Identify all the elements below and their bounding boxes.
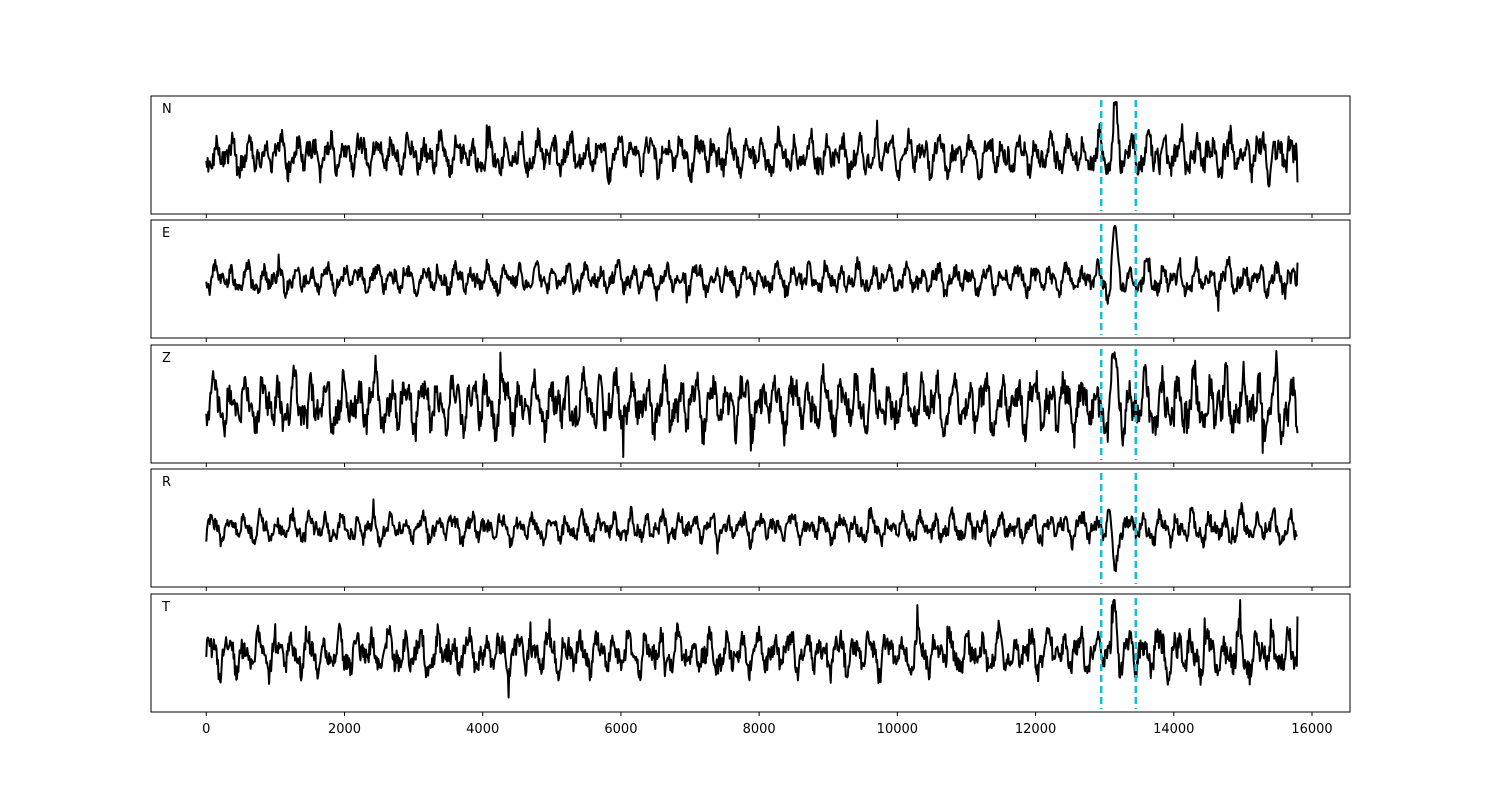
x-tick-label: 16000 (1291, 722, 1332, 737)
panel-label: R (162, 475, 171, 490)
panel-frame (150, 95, 1351, 215)
panel-Z: Z (150, 344, 1351, 467)
panel-label: E (162, 226, 170, 241)
x-tick-label: 0 (202, 722, 210, 737)
trace-Z (205, 350, 1299, 458)
trace-N (205, 101, 1299, 188)
panel-T: T (150, 593, 1351, 716)
x-tick-label: 8000 (743, 722, 776, 737)
panel-E: E (150, 219, 1351, 342)
panel-frame (150, 219, 1351, 339)
x-tick-label: 10000 (877, 722, 918, 737)
panel-label: Z (162, 351, 171, 366)
trace-R (205, 498, 1298, 573)
panel-frame (150, 468, 1351, 588)
panel-frame (150, 344, 1351, 464)
panel-frame (150, 593, 1351, 713)
panel-label: T (161, 600, 170, 615)
panel-R: R (150, 468, 1351, 591)
x-tick-label: 4000 (466, 722, 499, 737)
x-tick-label: 2000 (328, 722, 361, 737)
x-tick-label: 12000 (1015, 722, 1056, 737)
x-tick-label: 14000 (1153, 722, 1194, 737)
trace-T (205, 599, 1299, 699)
panels: N E Z R T (150, 95, 1351, 716)
panel-label: N (162, 102, 172, 117)
trace-E (205, 225, 1299, 312)
x-axis: 0 2000 4000 6000 8000 10000 12000 14000 16000 (202, 722, 1333, 737)
x-tick-label: 6000 (604, 722, 637, 737)
panel-N: N (150, 95, 1351, 218)
